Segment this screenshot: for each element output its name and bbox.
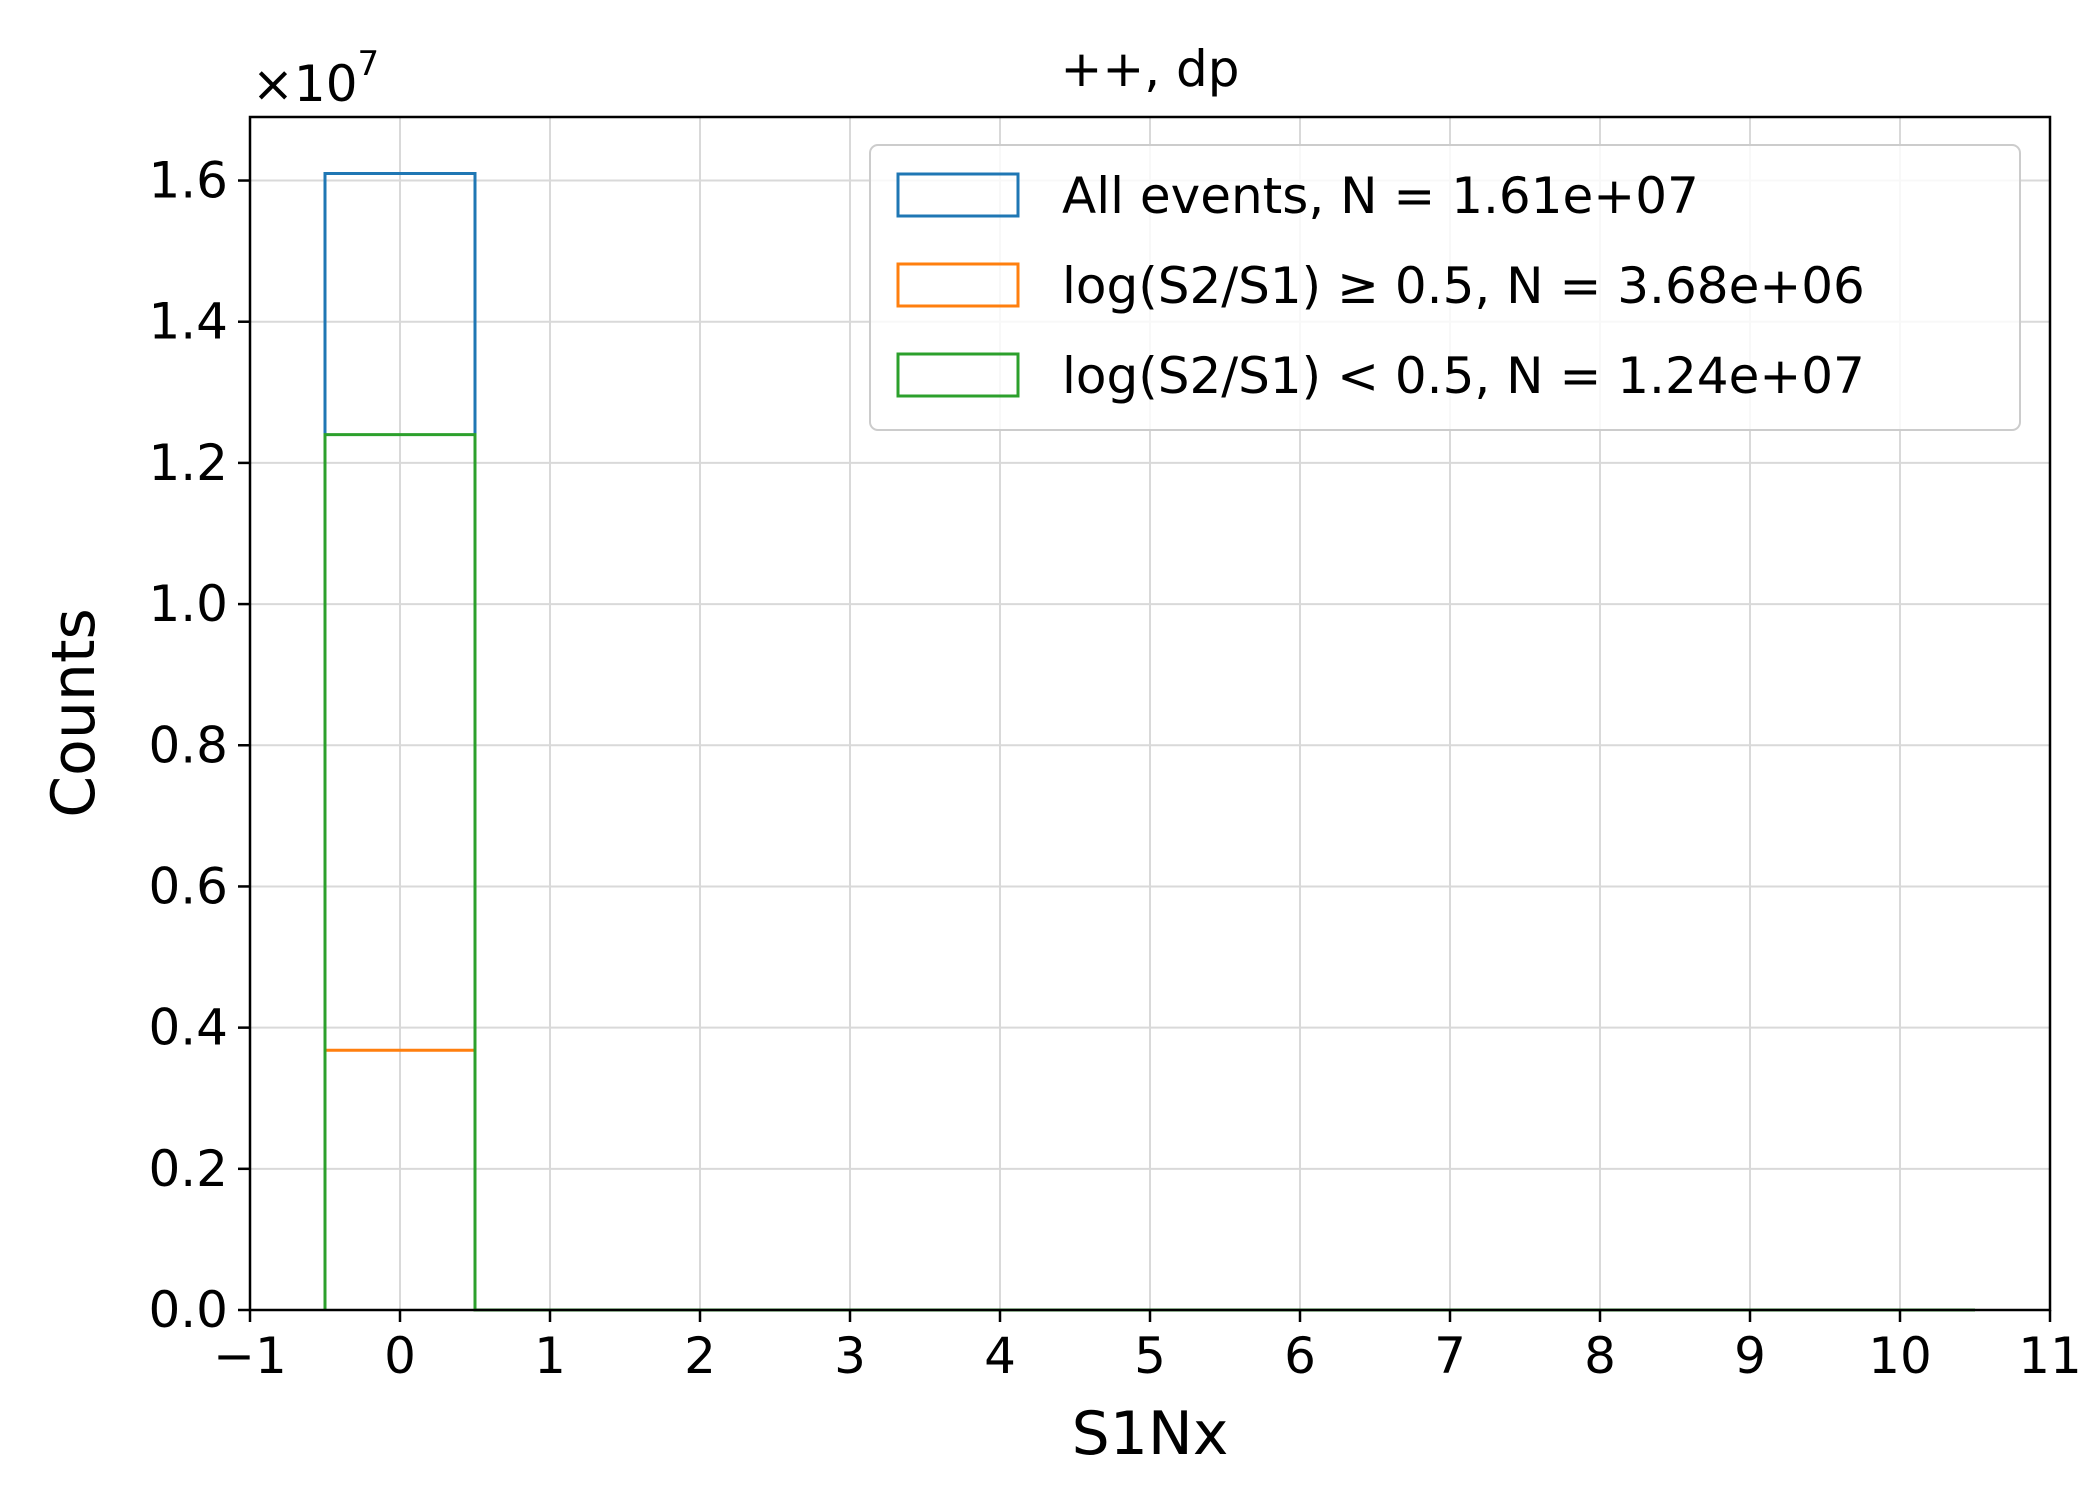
x-tick-label: 6 [1284, 1327, 1316, 1385]
y-tick-label: 0.6 [148, 857, 228, 915]
legend-entry: log(S2/S1) ≥ 0.5, N = 3.68e+06 [1062, 257, 1865, 315]
x-tick-label: 4 [984, 1327, 1016, 1385]
chart-title: ++, dp [1060, 40, 1239, 98]
x-tick-label: 8 [1584, 1327, 1616, 1385]
legend-frame [869, 144, 2021, 431]
y-tick-label: 1.0 [148, 575, 228, 633]
y-tick-label: 0.8 [148, 716, 228, 774]
y-tick-label: 1.6 [148, 152, 228, 210]
y-axis-ticks: 0.0 0.2 0.4 0.6 0.8 1.0 1.2 1.4 1.6 [148, 152, 250, 1339]
y-tick-label: 1.4 [148, 293, 228, 351]
x-tick-label: 7 [1434, 1327, 1466, 1385]
x-tick-label: 9 [1734, 1327, 1766, 1385]
x-tick-label: 5 [1134, 1327, 1166, 1385]
x-axis-ticks: −1 0 1 2 3 4 5 6 7 8 9 10 11 [213, 1310, 2082, 1385]
legend: All events, N = 1.61e+07 log(S2/S1) ≥ 0.5… [869, 144, 2021, 431]
x-tick-label: 2 [684, 1327, 716, 1385]
x-axis-label: S1Nx [1072, 1399, 1229, 1469]
y-tick-label: 0.4 [148, 999, 228, 1057]
y-offset-base: ×10 [252, 55, 358, 113]
y-axis-label: Counts [39, 608, 109, 817]
y-tick-label: 0.2 [148, 1140, 228, 1198]
x-tick-label: −1 [213, 1327, 287, 1385]
legend-entry: All events, N = 1.61e+07 [1062, 167, 1699, 225]
y-offset-exponent: 7 [358, 44, 380, 84]
x-tick-label: 0 [384, 1327, 416, 1385]
legend-swatch [896, 262, 1020, 308]
x-tick-label: 3 [834, 1327, 866, 1385]
x-tick-label: 11 [2018, 1327, 2082, 1385]
y-offset-label: ×107 [252, 44, 379, 113]
x-tick-label: 1 [534, 1327, 566, 1385]
y-tick-label: 1.2 [148, 434, 228, 492]
legend-swatch [896, 172, 1020, 218]
legend-swatch [896, 352, 1020, 398]
legend-entry: log(S2/S1) < 0.5, N = 1.24e+07 [1062, 347, 1865, 405]
y-tick-label: 0.0 [148, 1281, 228, 1339]
x-tick-label: 10 [1868, 1327, 1932, 1385]
